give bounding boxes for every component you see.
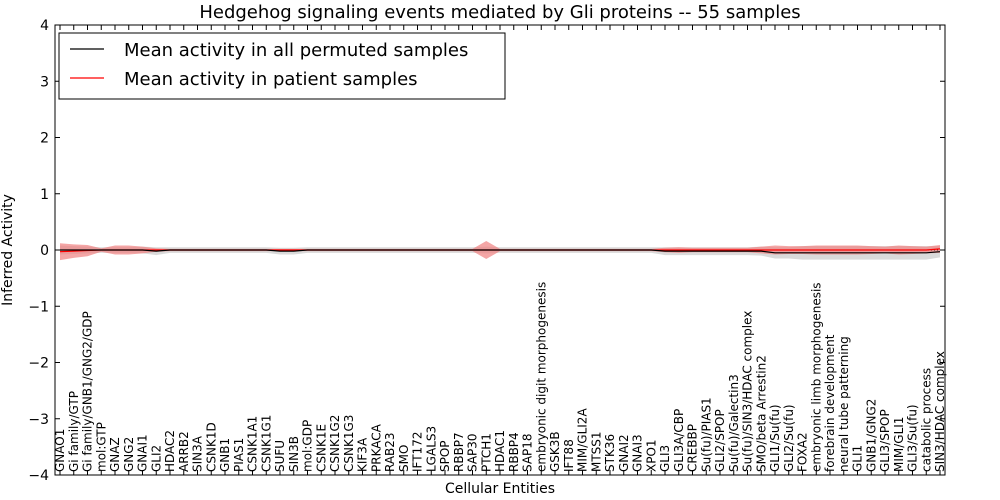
x-tick-label: LGALS3: [424, 426, 438, 472]
y-tick-label: 0: [40, 243, 49, 259]
x-tick-label: KIF3A: [356, 437, 370, 472]
series-lines: [55, 248, 945, 254]
x-tick-label: RAB23: [383, 432, 397, 472]
x-tick-label: RBBP7: [452, 432, 466, 472]
x-tick-label: GLI2/Su(fu): [782, 404, 796, 472]
x-tick-label: CSNK1D: [204, 422, 218, 472]
legend-label-permuted: Mean activity in all permuted samples: [124, 40, 468, 61]
x-tick-label: Gi family/GTP: [67, 391, 81, 472]
series-line-permuted: [60, 249, 941, 254]
x-tick-label: neural tube patterning: [837, 336, 851, 472]
legend: Mean activity in all permuted samples Me…: [58, 32, 506, 100]
x-tick-label: SPOP: [438, 440, 452, 472]
x-tick-label: STK36: [603, 434, 617, 472]
legend-label-patient: Mean activity in patient samples: [124, 69, 418, 90]
x-axis: GNAO1 Gi family/GTP Gi family/GNB1/GNG2/GD…: [53, 25, 947, 475]
x-tick-label: GLI1/Su(fu): [768, 404, 782, 472]
x-tick-label: SIN3/HDAC complex: [933, 351, 947, 472]
x-tick-label: GNAI1: [136, 434, 150, 472]
x-axis-label: Cellular Entities: [445, 481, 555, 497]
x-tick-label: Su(fu)/Galectin3: [727, 374, 741, 472]
x-tick-label: SAP18: [521, 433, 535, 472]
x-tick-label: SIN3A: [191, 435, 205, 472]
x-tick-label: XPO1: [644, 439, 658, 472]
x-tick-label: PIAS1: [232, 438, 246, 472]
x-tick-label: MIM/GLI2A: [576, 408, 590, 472]
x-tick-label: HDAC2: [163, 430, 177, 472]
x-tick-label: CSNK1A1: [246, 416, 260, 472]
x-tick-label: SMO/beta Arrestin2: [754, 355, 768, 472]
x-tick-label: Su(fu)/PIAS1: [699, 397, 713, 472]
x-tick-label: GNB1: [218, 438, 232, 472]
x-tick-label: Su(fu)/SIN3/HDAC complex: [741, 311, 755, 472]
x-tick-label: GLI3: [658, 445, 672, 472]
x-tick-label: CSNK1E: [314, 424, 328, 472]
x-tick-label: IFT172: [411, 432, 425, 472]
y-tick-label: −4: [28, 468, 49, 484]
y-tick-label: 1: [40, 187, 49, 203]
x-tick-label: GNAI2: [617, 434, 631, 472]
x-tick-label: GNB1/GNG2: [864, 399, 878, 472]
x-tick-label: CREBBP: [686, 424, 700, 472]
x-tick-label: CSNK1G3: [342, 415, 356, 472]
x-tick-label: IFT88: [562, 439, 576, 472]
y-tick-label: 2: [40, 131, 49, 147]
x-tick-label: SMO: [397, 445, 411, 472]
x-tick-label: CSNK1G2: [328, 415, 342, 472]
x-tick-label: mol:GDP: [301, 420, 315, 472]
x-tick-label: GLI3/Su(fu): [906, 404, 920, 472]
x-tick-label: GLI3A/CBP: [672, 409, 686, 472]
x-tick-label: embryonic digit morphogenesis: [534, 282, 548, 472]
x-tick-label: GLI3/SPOP: [878, 409, 892, 472]
x-tick-label: CSNK1G1: [259, 415, 273, 472]
x-tick-label: MIM/GLI1: [892, 417, 906, 472]
x-tick-label: SAP30: [466, 433, 480, 472]
y-tick-label: −1: [28, 299, 49, 315]
x-tick-label: GLI2: [149, 445, 163, 472]
x-tick-label: GSK3B: [548, 431, 562, 472]
x-tick-label: forebrain development: [823, 334, 837, 472]
y-tick-label: −2: [28, 356, 49, 372]
x-tick-label: catabolic process: [919, 368, 933, 472]
x-tick-label: GNG2: [122, 437, 136, 472]
x-tick-label: GNAZ: [108, 437, 122, 472]
y-axis: 4 3 2 1 0 −1 −2 −3 −4: [28, 18, 945, 484]
x-tick-label: HDAC1: [493, 430, 507, 472]
x-tick-label: PRKACA: [369, 423, 383, 472]
x-tick-label: ARRB2: [177, 431, 191, 472]
x-tick-label: MTSS1: [589, 431, 603, 472]
x-tick-label: SIN3B: [287, 436, 301, 472]
x-tick-label: GNAO1: [53, 429, 67, 472]
x-tick-label: PTCH1: [479, 433, 493, 472]
x-tick-label: GLI2/SPOP: [713, 409, 727, 472]
y-tick-label: 4: [40, 18, 49, 34]
legend-box: [58, 32, 506, 100]
x-tick-label: GNAI3: [631, 434, 645, 472]
x-tick-label: FOXA2: [796, 432, 810, 472]
y-tick-label: 3: [40, 74, 49, 90]
chart-title: Hedgehog signaling events mediated by Gl…: [199, 2, 800, 23]
x-tick-label: RBBP4: [507, 432, 521, 472]
x-tick-label: mol:GTP: [94, 422, 108, 472]
x-tick-label: Gi family/GNB1/GNG2/GDP: [81, 311, 95, 472]
x-tick-label: GLI1: [851, 445, 865, 472]
x-tick-label: SUFU: [273, 440, 287, 472]
y-tick-label: −3: [28, 412, 49, 428]
x-tick-label: embryonic limb morphogenesis: [809, 282, 823, 472]
y-axis-label: Inferred Activity: [0, 194, 16, 306]
